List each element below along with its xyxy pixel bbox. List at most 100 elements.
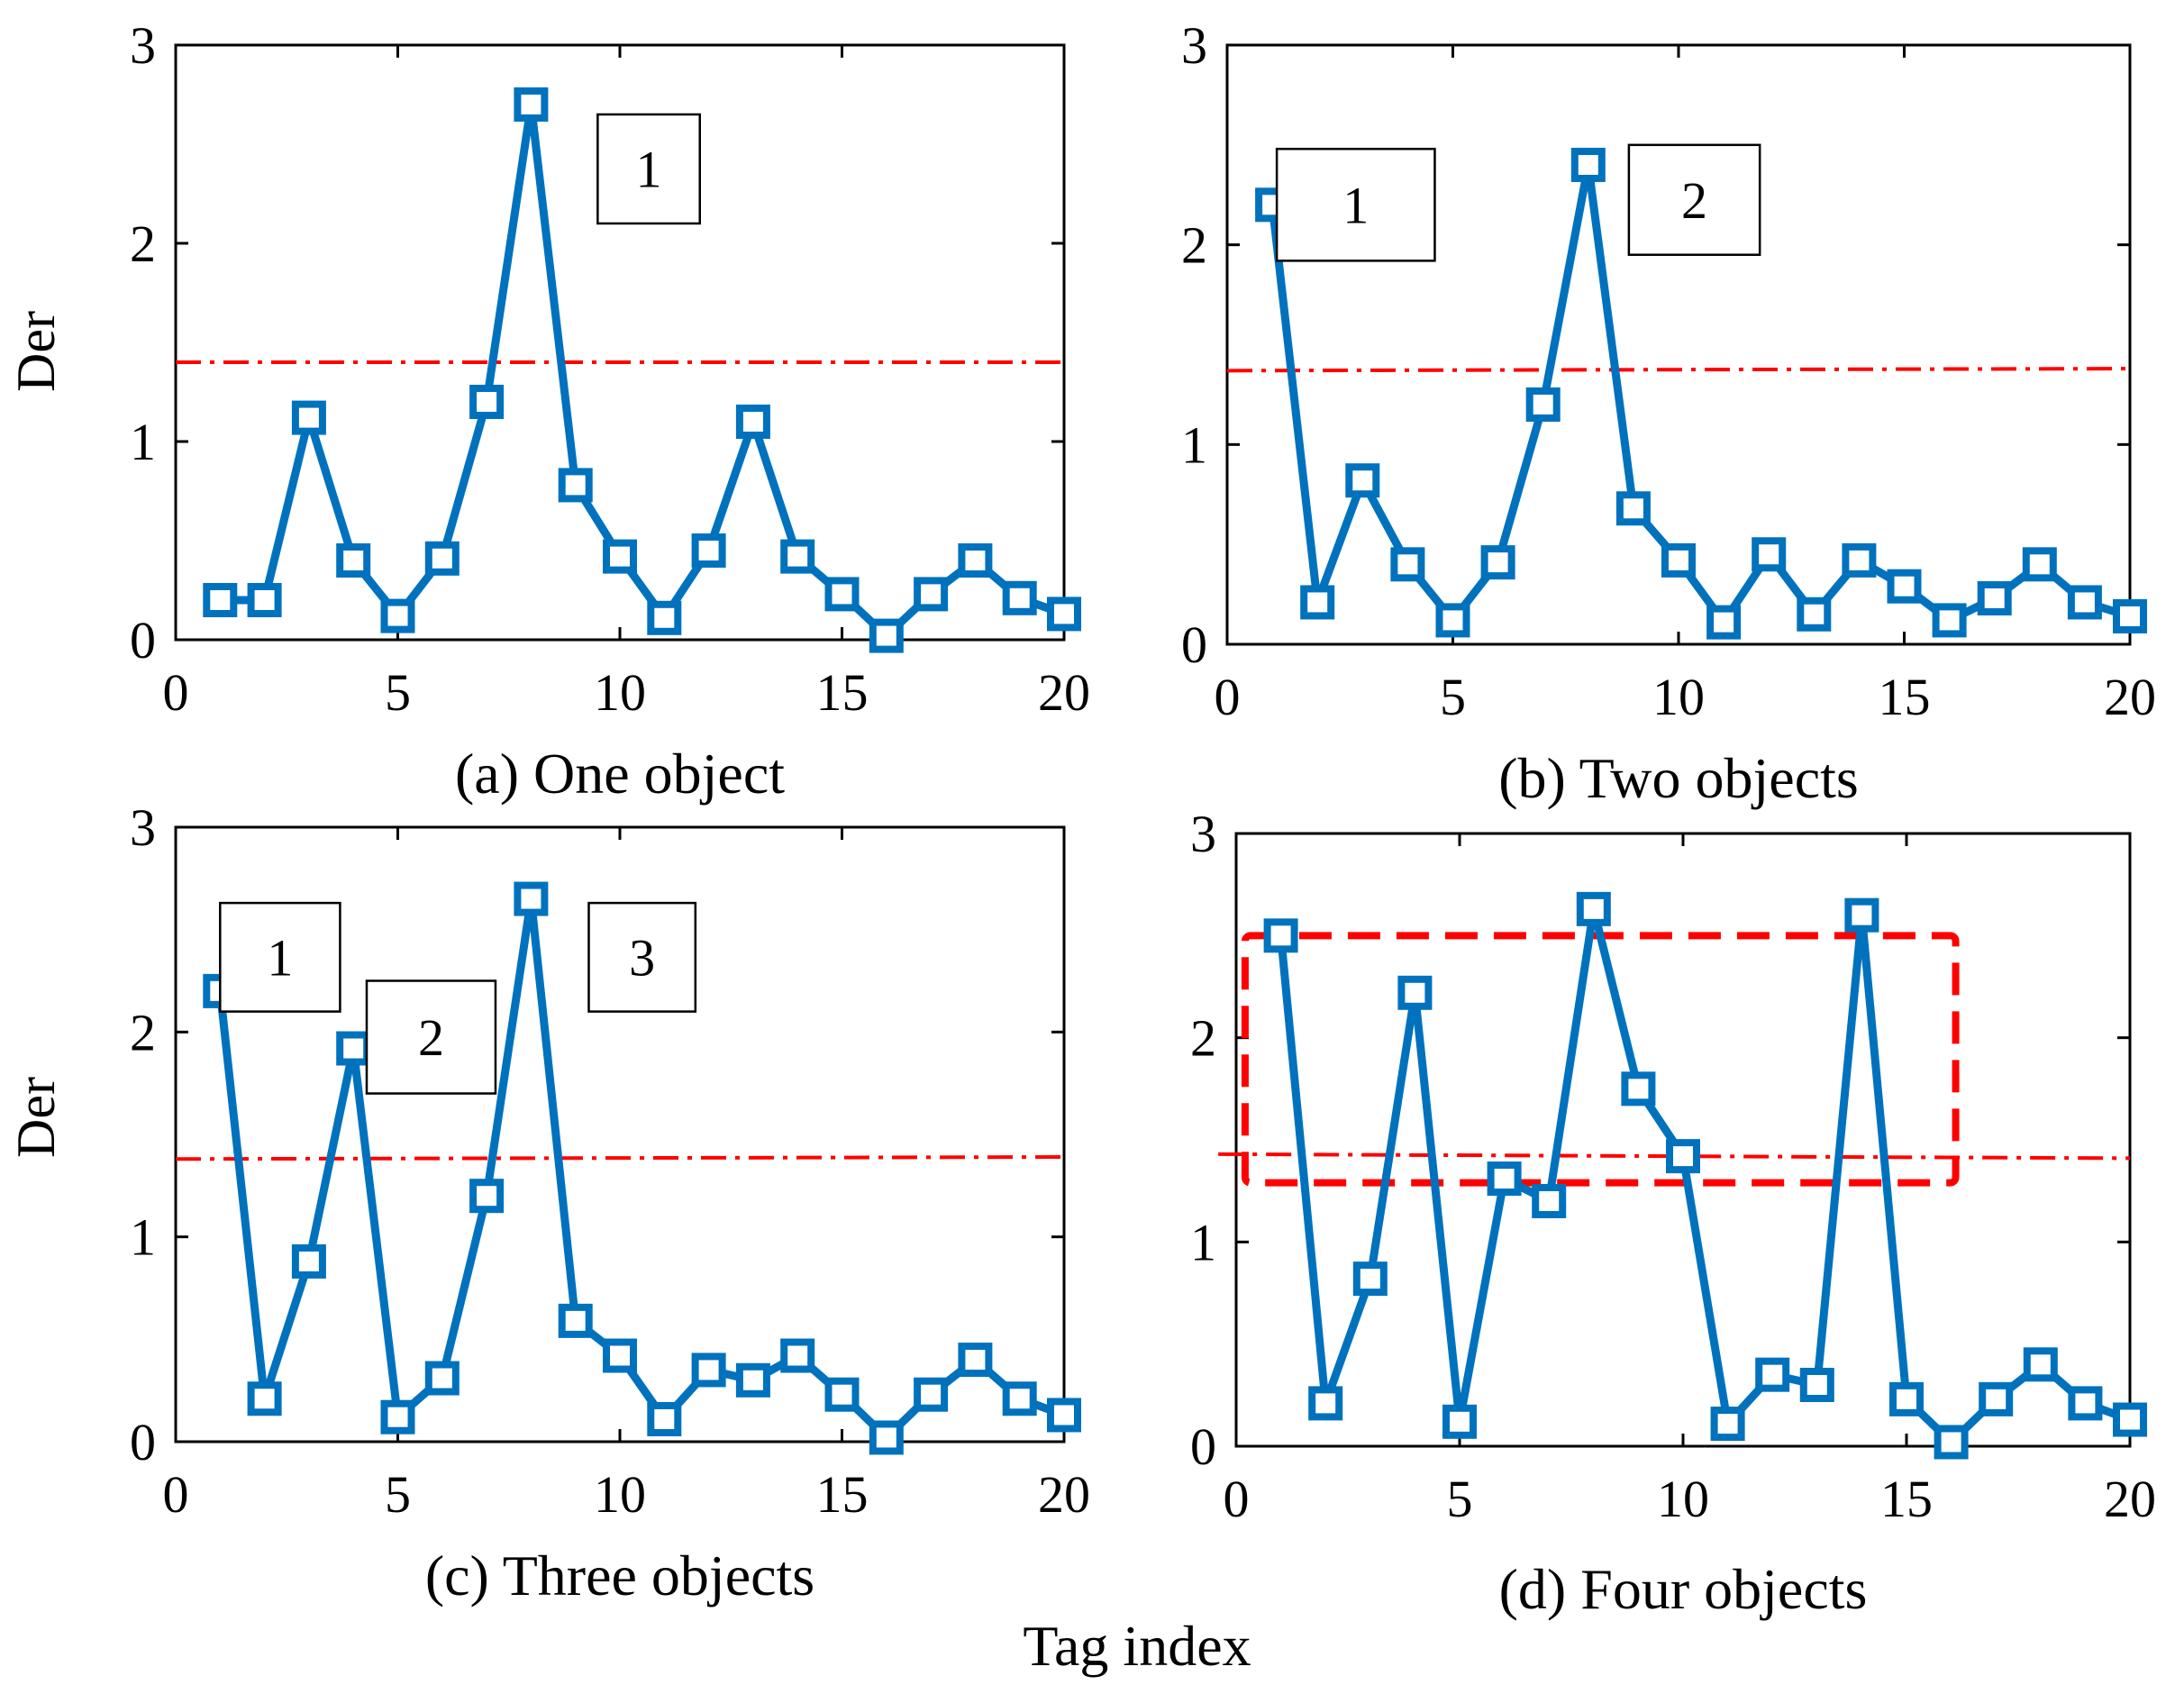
x-tick-label: 20 xyxy=(1038,663,1090,722)
data-point xyxy=(1002,1381,1037,1416)
data-point xyxy=(869,618,904,653)
x-tick-label: 0 xyxy=(1215,668,1241,726)
data-point xyxy=(1934,1425,1969,1460)
y-tick-label: 0 xyxy=(1181,615,1207,674)
y-tick-label: 2 xyxy=(1190,1009,1216,1068)
y-tick-label: 2 xyxy=(130,214,156,273)
data-point xyxy=(336,1031,371,1066)
data-point xyxy=(1979,1381,2014,1416)
annotation-box xyxy=(1275,148,1436,262)
data-point xyxy=(1532,1184,1567,1218)
y-tick-label: 1 xyxy=(1190,1213,1216,1271)
x-tick-label: 0 xyxy=(1224,1470,1250,1528)
data-point xyxy=(1842,542,1877,578)
data-point xyxy=(1435,603,1470,638)
data-point xyxy=(469,1179,505,1214)
annotation-label: 1 xyxy=(1342,176,1369,234)
x-tick-label: 0 xyxy=(163,1465,189,1524)
data-point xyxy=(1615,491,1651,526)
threshold-line xyxy=(1226,367,2131,373)
data-point xyxy=(958,1343,993,1378)
data-point xyxy=(558,468,593,503)
data-point xyxy=(291,400,326,435)
data-point xyxy=(735,1362,770,1398)
annotation-box xyxy=(587,901,697,1013)
annotation-label: 3 xyxy=(629,928,655,987)
annotation-box xyxy=(365,979,497,1095)
panel-caption: (d) Four objects xyxy=(1499,1557,1868,1621)
panel-d: 0 5 10 15 20 0 1 2 3 (d) Four objects xyxy=(1190,805,2156,1621)
data-point xyxy=(1390,547,1425,582)
y-tick-label: 3 xyxy=(130,798,156,857)
data-point xyxy=(1621,1071,1656,1107)
panel-c: 0 5 10 15 20 0 1 2 3 1 2 3 (c) Three objects xyxy=(130,798,1090,1607)
panel-caption: (c) Three objects xyxy=(425,1544,814,1607)
data-point xyxy=(514,881,549,916)
data-point xyxy=(691,1352,726,1388)
y-tick-label: 1 xyxy=(130,1208,156,1267)
x-tick-label: 5 xyxy=(1440,668,1466,726)
panel-caption: (a) One object xyxy=(455,742,785,806)
annotation-label: 1 xyxy=(267,928,293,987)
data-point xyxy=(1263,918,1298,953)
x-tick-label: 5 xyxy=(1447,1470,1473,1528)
y-tick-label: 2 xyxy=(1181,216,1207,275)
data-point xyxy=(336,543,371,578)
data-point xyxy=(780,1338,815,1373)
data-point xyxy=(1480,545,1515,580)
data-point xyxy=(1932,603,1967,638)
data-point xyxy=(558,1303,593,1338)
data-point xyxy=(247,583,282,617)
data-point xyxy=(869,1420,904,1455)
annotation-label: 1 xyxy=(636,141,662,199)
data-point xyxy=(1352,1261,1388,1297)
data-point xyxy=(247,1381,282,1416)
x-tick-label: 20 xyxy=(2104,668,2156,726)
annotation-label: 2 xyxy=(1681,171,1707,230)
data-point xyxy=(1525,387,1561,422)
panel-a: 0 5 10 15 20 0 1 2 3 1 (a) One object xyxy=(130,16,1090,806)
data-point xyxy=(2113,598,2147,633)
y-tick-label: 0 xyxy=(1190,1417,1216,1476)
data-point xyxy=(824,1377,860,1412)
data-point xyxy=(2067,585,2102,620)
data-point xyxy=(2068,1386,2103,1421)
data-point xyxy=(2022,547,2057,582)
x-tick-label: 5 xyxy=(385,663,411,722)
data-point xyxy=(914,577,949,612)
data-point xyxy=(1308,1386,1343,1421)
x-tick-label: 15 xyxy=(816,1465,869,1524)
y-tick-label: 3 xyxy=(1181,16,1207,75)
data-point xyxy=(203,583,238,617)
x-tick-label: 20 xyxy=(2104,1470,2156,1528)
y-axis-label-bottom: Der xyxy=(6,1077,66,1158)
data-point xyxy=(1300,585,1335,620)
data-point xyxy=(424,1361,460,1396)
data-point xyxy=(1844,897,1879,933)
threshold-line xyxy=(1218,1152,2131,1161)
x-tick-label: 5 xyxy=(385,1465,411,1524)
x-tick-label: 15 xyxy=(1880,1470,1933,1528)
y-tick-label: 0 xyxy=(130,611,156,669)
x-tick-label: 0 xyxy=(163,663,189,722)
y-tick-label: 0 xyxy=(130,1413,156,1471)
y-tick-label: 1 xyxy=(130,413,156,471)
y-tick-label: 2 xyxy=(130,1003,156,1061)
data-point xyxy=(1345,463,1380,498)
data-point xyxy=(603,539,637,574)
threshold-line xyxy=(175,1155,1065,1161)
data-point xyxy=(2023,1347,2058,1382)
x-tick-label: 10 xyxy=(594,1465,646,1524)
data-point xyxy=(424,541,460,576)
data-point xyxy=(780,539,815,574)
data-point xyxy=(691,533,726,568)
y-tick-label: 3 xyxy=(130,16,156,75)
x-tick-label: 20 xyxy=(1038,1465,1090,1524)
y-tick-label: 3 xyxy=(1190,805,1216,863)
data-point xyxy=(647,600,682,635)
data-point xyxy=(469,385,505,419)
data-point xyxy=(1797,597,1832,632)
data-point xyxy=(1666,1139,1700,1174)
data-point xyxy=(514,87,549,122)
